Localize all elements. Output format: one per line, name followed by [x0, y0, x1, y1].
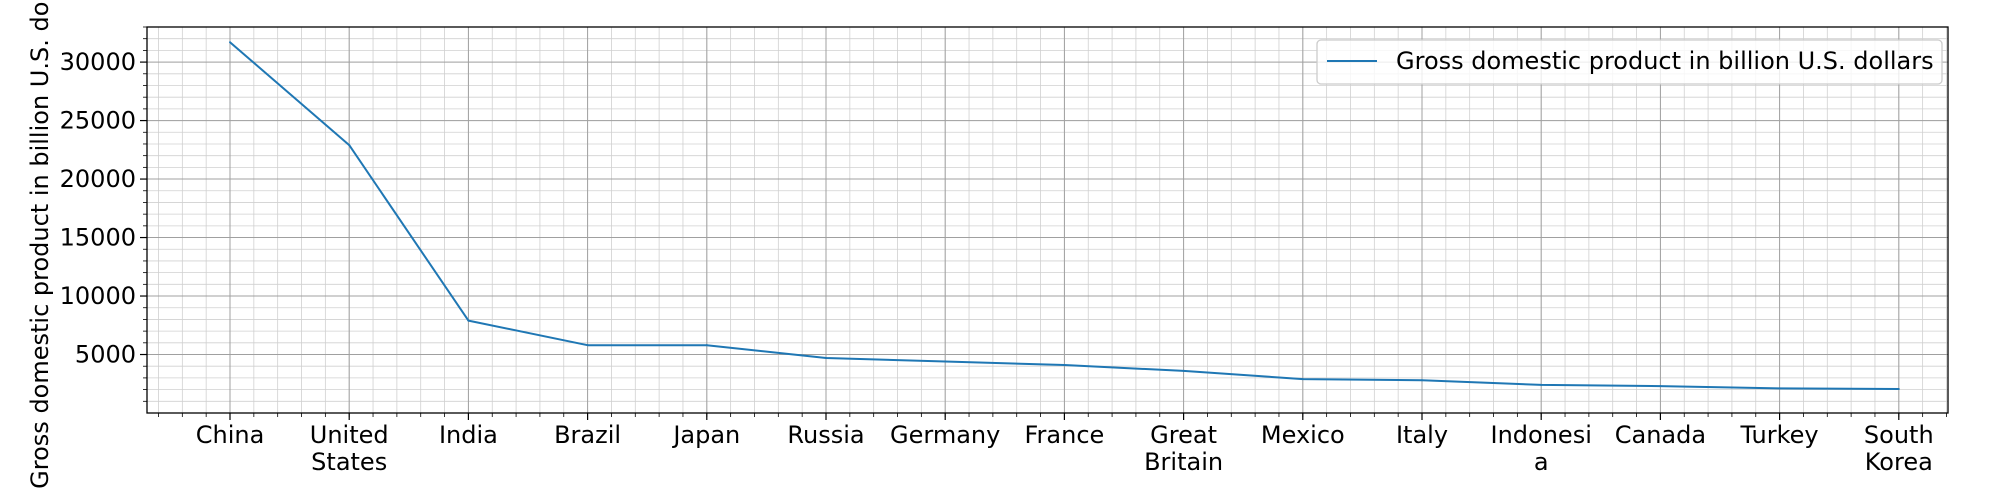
- y-axis-title: Gross domestic product in billion U.S. d…: [26, 0, 54, 489]
- plot-frame: [146, 26, 1949, 414]
- x-tick-label: Indonesi: [1491, 421, 1592, 449]
- data-point: [229, 41, 231, 44]
- major-grid: [147, 27, 1948, 413]
- y-axis-ticks: 5000 10000 15000 20000 25000 30000: [60, 26, 147, 402]
- x-tick-label: France: [1024, 421, 1104, 449]
- legend-box: [1316, 39, 1943, 85]
- data-point: [1897, 388, 1900, 391]
- x-tick-label: Korea: [1865, 448, 1933, 476]
- x-tick-label: a: [1534, 448, 1549, 476]
- data-point: [1421, 379, 1423, 382]
- x-tick-label: Great: [1150, 421, 1217, 449]
- data-point: [1659, 385, 1662, 388]
- data-point: [944, 360, 947, 363]
- x-tick-label: Mexico: [1261, 421, 1345, 449]
- x-tick-label: Russia: [787, 421, 864, 449]
- legend-label: Gross domestic product in billion U.S. d…: [1396, 47, 1934, 75]
- x-tick-label: Turkey: [1740, 421, 1819, 449]
- x-tick-label: Japan: [671, 421, 740, 449]
- x-tick-label: China: [196, 421, 265, 449]
- data-point: [825, 357, 827, 360]
- legend: Gross domestic product in billion U.S. d…: [1316, 39, 1943, 85]
- x-tick-label: Canada: [1615, 421, 1706, 449]
- data-point: [1182, 369, 1185, 372]
- x-tick-label: South: [1864, 421, 1934, 449]
- y-tick-label: 25000: [60, 107, 136, 135]
- x-tick-label: Italy: [1396, 421, 1448, 449]
- data-point: [1540, 383, 1543, 386]
- y-tick-label: 5000: [75, 341, 136, 369]
- data-point: [1301, 378, 1304, 381]
- data-point: [1063, 364, 1066, 367]
- series-layer: [229, 41, 1900, 391]
- y-tick-label: 20000: [60, 165, 136, 193]
- x-tick-label: United: [310, 421, 389, 449]
- data-point: [1778, 387, 1781, 390]
- y-tick-label: 10000: [60, 282, 136, 310]
- x-tick-label: Germany: [890, 421, 1000, 449]
- data-point: [705, 344, 708, 347]
- data-point: [348, 144, 351, 147]
- y-tick-label: 30000: [60, 48, 136, 76]
- minor-grid: [147, 26, 1948, 413]
- x-tick-label: States: [311, 448, 387, 476]
- x-tick-label: Britain: [1144, 448, 1223, 476]
- data-point: [586, 344, 589, 347]
- y-tick-label: 15000: [60, 224, 136, 252]
- x-tick-label: India: [439, 421, 498, 449]
- data-point: [467, 319, 470, 322]
- x-tick-label: Brazil: [554, 421, 621, 449]
